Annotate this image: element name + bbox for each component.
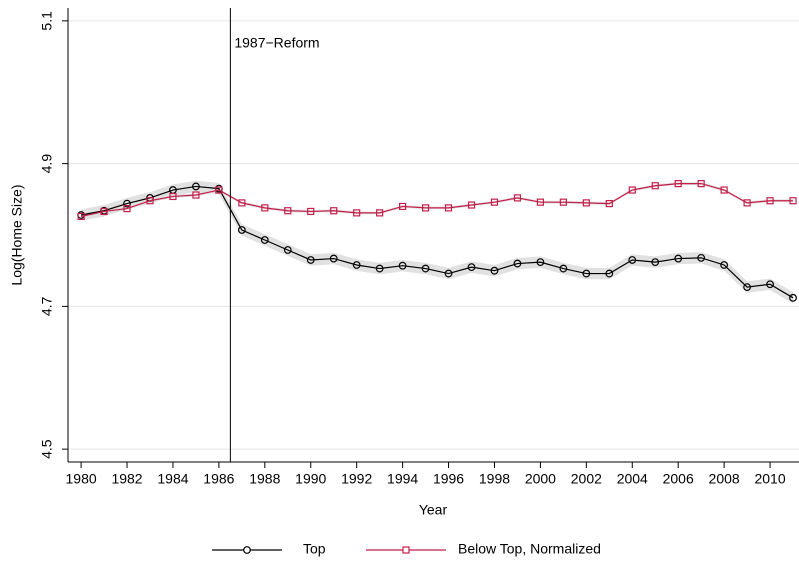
point xyxy=(628,186,636,194)
point xyxy=(536,258,545,267)
x-tick-label: 1994 xyxy=(387,471,418,487)
series-line xyxy=(80,185,794,299)
point xyxy=(582,199,590,207)
x-tick-label: 1996 xyxy=(433,471,464,487)
point xyxy=(605,269,614,278)
point xyxy=(651,182,659,190)
point xyxy=(766,197,774,205)
x-tick-label: 2004 xyxy=(617,471,648,487)
point xyxy=(490,266,499,275)
point xyxy=(467,201,476,209)
point xyxy=(307,207,315,216)
point xyxy=(536,198,545,206)
point xyxy=(720,186,728,194)
x-tick-label: 1992 xyxy=(341,471,372,487)
point xyxy=(100,207,108,216)
legend-label: Top xyxy=(303,541,326,557)
x-tick-label: 2006 xyxy=(663,471,694,487)
point xyxy=(353,209,361,217)
y-tick-label: 4.5 xyxy=(39,439,55,459)
point xyxy=(444,204,453,212)
point xyxy=(651,258,660,267)
point xyxy=(123,204,131,213)
legend-marker xyxy=(402,546,410,554)
point xyxy=(513,194,522,202)
point xyxy=(421,204,430,212)
point xyxy=(444,269,453,278)
point xyxy=(352,261,361,269)
y-tick-label: 5.1 xyxy=(39,11,55,31)
point xyxy=(421,264,430,273)
point xyxy=(789,197,797,205)
point xyxy=(490,198,499,206)
y-tick-label: 4.7 xyxy=(39,296,55,316)
y-axis-label: Log(Home Size) xyxy=(9,184,25,285)
point xyxy=(146,197,154,205)
point xyxy=(283,246,292,254)
point xyxy=(215,186,223,194)
point xyxy=(192,191,200,199)
x-tick-label: 2008 xyxy=(709,471,740,487)
point xyxy=(77,212,85,221)
point xyxy=(743,283,751,292)
x-tick-label: 2010 xyxy=(754,471,785,487)
point xyxy=(330,207,338,215)
point xyxy=(467,263,476,272)
point xyxy=(513,259,522,268)
point xyxy=(260,236,269,244)
point xyxy=(582,269,591,278)
point xyxy=(720,261,729,269)
confidence-band xyxy=(81,180,794,304)
series-line xyxy=(80,183,794,218)
point xyxy=(169,192,177,201)
point xyxy=(237,226,246,234)
point xyxy=(559,198,567,206)
point xyxy=(398,261,407,270)
legend-label: Below Top, Normalized xyxy=(458,541,601,557)
point xyxy=(697,253,706,262)
annotation: 1987−Reform xyxy=(234,35,319,51)
point xyxy=(628,256,637,264)
point xyxy=(376,209,384,217)
point xyxy=(674,180,682,188)
x-tick-label: 2000 xyxy=(525,471,556,487)
x-tick-label: 1984 xyxy=(157,471,188,487)
point xyxy=(697,180,705,188)
point xyxy=(329,254,338,263)
point xyxy=(605,199,613,208)
point xyxy=(399,202,407,211)
point xyxy=(743,199,751,207)
x-axis-label: Year xyxy=(419,502,448,518)
x-tick-label: 2002 xyxy=(571,471,602,487)
x-tick-label: 1986 xyxy=(203,471,234,487)
x-tick-label: 1990 xyxy=(295,471,326,487)
point xyxy=(375,264,384,273)
point xyxy=(559,264,568,273)
x-tick-label: 1980 xyxy=(66,471,97,487)
point xyxy=(766,280,774,289)
point xyxy=(674,254,683,263)
point xyxy=(238,199,246,207)
x-tick-label: 1998 xyxy=(479,471,510,487)
point xyxy=(123,199,131,208)
point xyxy=(789,293,797,302)
legend-marker xyxy=(243,546,251,554)
point xyxy=(284,207,292,215)
point xyxy=(192,182,200,191)
point xyxy=(261,204,269,212)
y-tick-label: 4.9 xyxy=(39,154,55,174)
point xyxy=(306,256,315,264)
x-tick-label: 1982 xyxy=(111,471,142,487)
x-tick-label: 1988 xyxy=(249,471,280,487)
